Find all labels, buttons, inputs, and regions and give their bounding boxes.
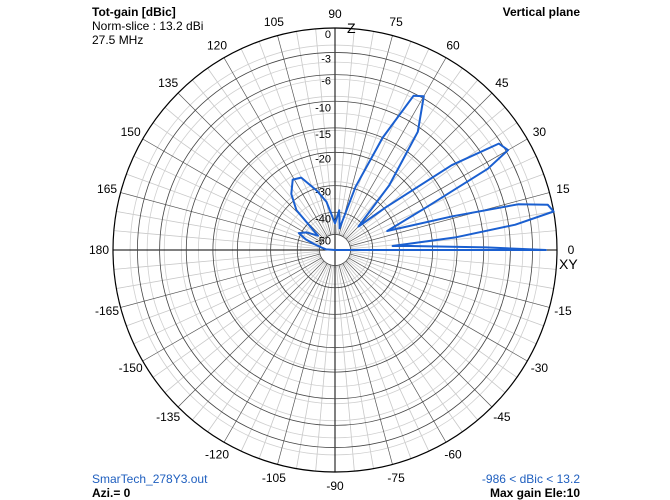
major-grid xyxy=(112,27,558,473)
major-spoke xyxy=(338,35,393,236)
minor-spoke xyxy=(350,252,554,289)
major-spoke xyxy=(223,57,328,237)
major-spoke xyxy=(142,257,322,362)
radial-scale-label: -3 xyxy=(321,53,331,65)
angle-tick-label: 90 xyxy=(328,7,342,21)
angle-tick-label: 150 xyxy=(121,125,141,139)
radial-scale-label: -20 xyxy=(315,153,331,165)
plane-label: Vertical plane xyxy=(502,5,580,19)
radial-scale-label: -10 xyxy=(315,102,331,114)
file-name: SmarTech_278Y3.out xyxy=(92,472,208,486)
minor-spoke xyxy=(337,265,374,469)
radial-scale-label: 0 xyxy=(325,29,331,41)
angle-tick-label: -135 xyxy=(156,410,180,424)
angle-tick-label: 105 xyxy=(264,15,284,29)
major-spoke xyxy=(349,192,550,247)
angle-tick-label: -45 xyxy=(493,410,511,424)
angle-tick-label: -120 xyxy=(205,447,229,461)
angle-tick-label: -15 xyxy=(554,304,572,318)
angle-tick-label: 165 xyxy=(97,182,117,196)
major-spoke xyxy=(120,253,321,308)
radial-scale-label: -50 xyxy=(315,235,331,247)
angle-tick-label: -30 xyxy=(531,361,549,375)
major-spoke xyxy=(348,257,528,362)
major-spoke xyxy=(120,192,321,247)
radial-scale-label: -6 xyxy=(321,76,331,88)
z-axis-label: Z xyxy=(347,20,356,36)
minor-spoke xyxy=(296,265,333,469)
major-spoke xyxy=(345,260,493,408)
major-spoke xyxy=(342,263,447,443)
angle-tick-label: -75 xyxy=(387,471,405,485)
gain-pattern-curve xyxy=(290,94,555,251)
angle-tick-label: 135 xyxy=(158,76,178,90)
angle-tick-label: 75 xyxy=(389,15,403,29)
major-spoke xyxy=(177,260,325,408)
radial-labels: 0 -3 -6 -10 -15 -20 -30 -40 -50 xyxy=(315,29,331,247)
major-spoke xyxy=(142,138,322,243)
angle-tick-label: 0 xyxy=(568,243,575,257)
angle-tick-label: 30 xyxy=(533,125,547,139)
angle-tick-label: -60 xyxy=(444,447,462,461)
chart-title: Tot-gain [dBic] xyxy=(92,5,176,19)
major-spoke xyxy=(223,263,328,443)
max-gain-label: Max gain Ele:10 xyxy=(489,486,580,500)
angle-tick-label: 15 xyxy=(556,182,570,196)
minor-spoke xyxy=(116,252,320,289)
angle-tick-label: 120 xyxy=(207,39,227,53)
major-spoke xyxy=(349,253,550,308)
major-spoke xyxy=(345,92,493,240)
radial-scale-label: -40 xyxy=(315,213,331,225)
major-spoke xyxy=(348,138,528,243)
norm-slice-label: Norm-slice : 13.2 dBi xyxy=(92,19,204,33)
angle-tick-label: 180 xyxy=(89,243,109,257)
angle-tick-label: 45 xyxy=(495,76,509,90)
minor-spoke xyxy=(337,31,374,235)
major-spoke xyxy=(342,57,447,237)
azimuth-label: Azi.= 0 xyxy=(92,486,131,500)
xy-axis-label: XY xyxy=(559,256,578,272)
minor-spoke xyxy=(116,211,320,248)
major-spoke xyxy=(277,264,332,465)
angle-tick-label: -90 xyxy=(326,479,344,493)
angle-labels: 0153045607590105120135150165180-165-150-… xyxy=(89,7,578,493)
radial-scale-label: -15 xyxy=(315,129,331,141)
angle-tick-label: 60 xyxy=(446,39,460,53)
frequency-label: 27.5 MHz xyxy=(92,33,144,47)
major-spoke xyxy=(338,264,393,465)
angle-tick-label: -150 xyxy=(119,361,143,375)
major-spoke xyxy=(277,35,332,236)
radial-scale-label: -30 xyxy=(315,187,331,199)
angle-tick-label: -165 xyxy=(95,304,119,318)
angle-tick-label: -105 xyxy=(262,471,286,485)
major-ring xyxy=(112,27,558,473)
range-label: -986 < dBic < 13.2 xyxy=(481,472,580,486)
